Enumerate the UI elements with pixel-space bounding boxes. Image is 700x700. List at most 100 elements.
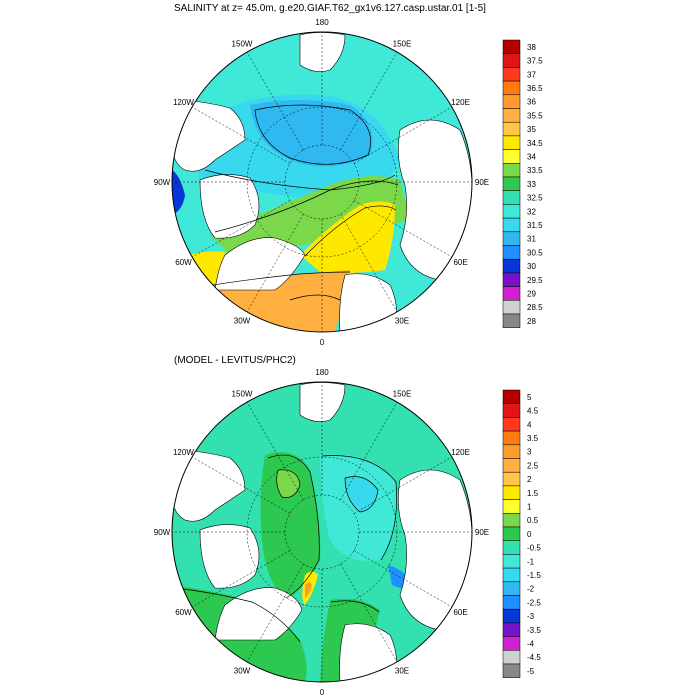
scandinavia-land-bottom <box>339 623 397 682</box>
meridian-line <box>191 106 291 164</box>
longitude-label: 30W <box>234 667 251 676</box>
colorbar-swatch <box>502 163 521 178</box>
colorbar-swatch <box>502 540 521 555</box>
longitude-label: 60E <box>453 608 467 617</box>
colorbar-label: -5 <box>527 667 535 676</box>
greenland-land-bottom <box>214 587 303 641</box>
longitude-label: 120W <box>173 448 194 457</box>
colorbar-label: -1 <box>527 557 535 566</box>
colorbar-label: 32.5 <box>527 194 543 203</box>
colorbar-label: 31.5 <box>527 221 543 230</box>
colorbar-label: -0.5 <box>527 544 541 553</box>
colorbar-swatch <box>502 121 521 137</box>
colorbar-label: 32 <box>527 207 536 216</box>
colorbar-label: 33.5 <box>527 166 543 175</box>
colorbar-label: -1.5 <box>527 571 541 580</box>
longitude-label: 180 <box>315 18 329 27</box>
salinity-colorbar: 38 37.5 37 36.5 36 35.5 35 34.5 34 33.5 33 32.5 32 31… <box>502 39 543 328</box>
longitude-label: 90W <box>154 178 171 187</box>
colorbar-swatch <box>502 80 521 96</box>
colorbar-label: 0 <box>527 530 532 539</box>
meridian-line <box>246 51 304 151</box>
eurasia-land-top <box>398 119 472 281</box>
colorbar-swatch <box>502 458 521 473</box>
longitude-label: 150E <box>393 389 412 398</box>
colorbar-swatch <box>502 272 521 287</box>
difference-map <box>172 382 472 682</box>
colorbar-label: 34.5 <box>527 139 543 148</box>
colorbar-label: -2 <box>527 585 535 594</box>
colorbar-swatch <box>502 444 521 459</box>
colorbar-label: 37 <box>527 70 536 79</box>
colorbar-label: 31 <box>527 235 536 244</box>
meridian-line <box>353 456 453 514</box>
colorbar-swatch <box>502 622 521 637</box>
colorbar-swatch <box>502 567 521 583</box>
colorbar-swatch <box>502 53 521 68</box>
colorbar-swatch <box>502 94 521 109</box>
colorbar-swatch <box>502 300 521 315</box>
colorbar-label: 1 <box>527 502 532 511</box>
meridian-line <box>340 401 398 501</box>
colorbar-label: 4.5 <box>527 407 539 416</box>
meridian-line <box>340 51 398 151</box>
meridian-line <box>353 106 453 164</box>
longitude-label: 0 <box>320 688 325 697</box>
colorbar-swatch <box>502 67 521 82</box>
difference-longitude-labels: 180 150E 120E 90E 60E 30E 0 30W 60W 90W 120W 150W <box>154 368 489 697</box>
difference-title: (MODEL - LEVITUS/PHC2) <box>174 355 296 366</box>
colorbar-label: 37.5 <box>527 57 543 66</box>
colorbar-swatch <box>502 258 521 274</box>
colorbar-swatch <box>502 663 521 678</box>
colorbar-swatch <box>502 39 521 54</box>
salinity-title: SALINITY at z= 45.0m, g.e20.GIAF.T62_gx1… <box>174 3 486 14</box>
colorbar-swatch <box>502 231 521 246</box>
difference-colorbar: 5 4.5 4 3.5 3 2.5 2 1.5 1 0.5 0 -0.5 -1 -1.5 -2 -2.5 -3 -… <box>502 389 541 678</box>
greenland-land <box>214 237 306 291</box>
colorbar-label: 0.5 <box>527 516 539 525</box>
colorbar-swatch <box>502 513 521 528</box>
longitude-label: 60W <box>175 258 192 267</box>
salinity-longitude-labels: 180 150E 120E 90E 60E 30E 0 30W 60W 90W 120W 150W <box>154 18 489 347</box>
canadian-archipelago-land-bottom <box>199 524 260 589</box>
colorbar-label: 38 <box>527 43 536 52</box>
colorbar-label: 35.5 <box>527 111 543 120</box>
colorbar-label: 29 <box>527 289 536 298</box>
meridian-line <box>191 550 291 608</box>
colorbar-swatch <box>502 595 521 610</box>
meridian-line <box>246 563 304 663</box>
longitude-label: 0 <box>320 338 325 347</box>
colorbar-swatch <box>502 526 521 541</box>
colorbar-label: 35 <box>527 125 536 134</box>
colorbar-swatch <box>502 245 521 260</box>
longitude-label: 180 <box>315 368 329 377</box>
colorbar-label: 5 <box>527 393 532 402</box>
colorbar-label: 4 <box>527 420 532 429</box>
salinity-graticule <box>172 32 472 332</box>
colorbar-swatch <box>502 554 521 569</box>
colorbar-swatch <box>502 499 521 514</box>
difference-panel: (MODEL - LEVITUS/PHC2) <box>154 355 542 697</box>
colorbar-label: 30.5 <box>527 248 543 257</box>
colorbar-swatch <box>502 417 521 432</box>
meridian-line <box>246 213 304 313</box>
colorbar-swatch <box>502 204 521 219</box>
meridian-line <box>353 550 453 608</box>
colorbar-swatch <box>502 403 521 418</box>
colorbar-swatch <box>502 176 521 191</box>
meridian-line <box>340 213 398 313</box>
colorbar-swatch <box>502 286 521 301</box>
colorbar-swatch <box>502 389 521 404</box>
salinity-panel: SALINITY at z= 45.0m, g.e20.GIAF.T62_gx1… <box>154 3 543 347</box>
colorbar-swatch <box>502 313 521 328</box>
colorbar-label: -3.5 <box>527 626 541 635</box>
longitude-label: 60E <box>453 258 467 267</box>
longitude-label: 120E <box>451 448 470 457</box>
longitude-label: 150E <box>393 39 412 48</box>
colorbar-label: -2.5 <box>527 598 541 607</box>
colorbar-label: 33 <box>527 180 536 189</box>
colorbar-swatch <box>502 108 521 123</box>
longitude-label: 30W <box>234 317 251 326</box>
longitude-label: 90E <box>475 178 489 187</box>
